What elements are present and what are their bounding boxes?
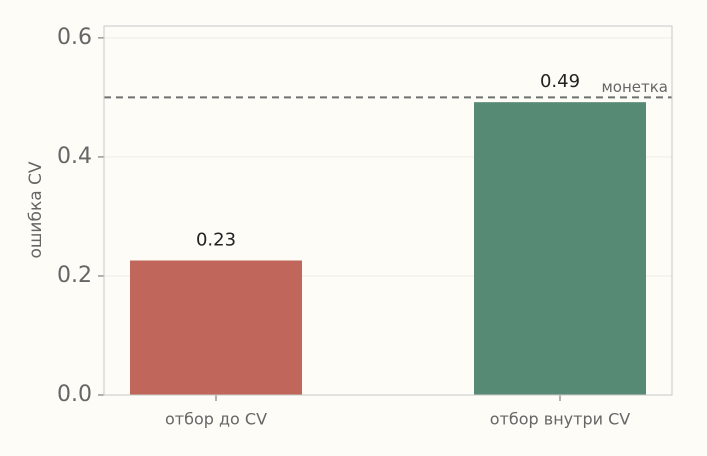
y-tick-label: 0.2 [57, 263, 92, 288]
y-axis-label: ошибка CV [26, 161, 46, 258]
bar [474, 102, 646, 395]
plot-frame [103, 25, 673, 396]
x-tick-label: отбор внутри CV [490, 410, 631, 429]
y-tick-label: 0.4 [57, 144, 92, 169]
x-tick-label: отбор до CV [165, 410, 267, 429]
value-label: 0.23 [196, 229, 236, 250]
y-tick-label: 0.6 [57, 25, 92, 50]
bar [130, 260, 302, 395]
value-label: 0.49 [540, 71, 580, 92]
y-tick-label: 0.0 [57, 382, 92, 407]
reference-label: монетка [601, 78, 668, 96]
